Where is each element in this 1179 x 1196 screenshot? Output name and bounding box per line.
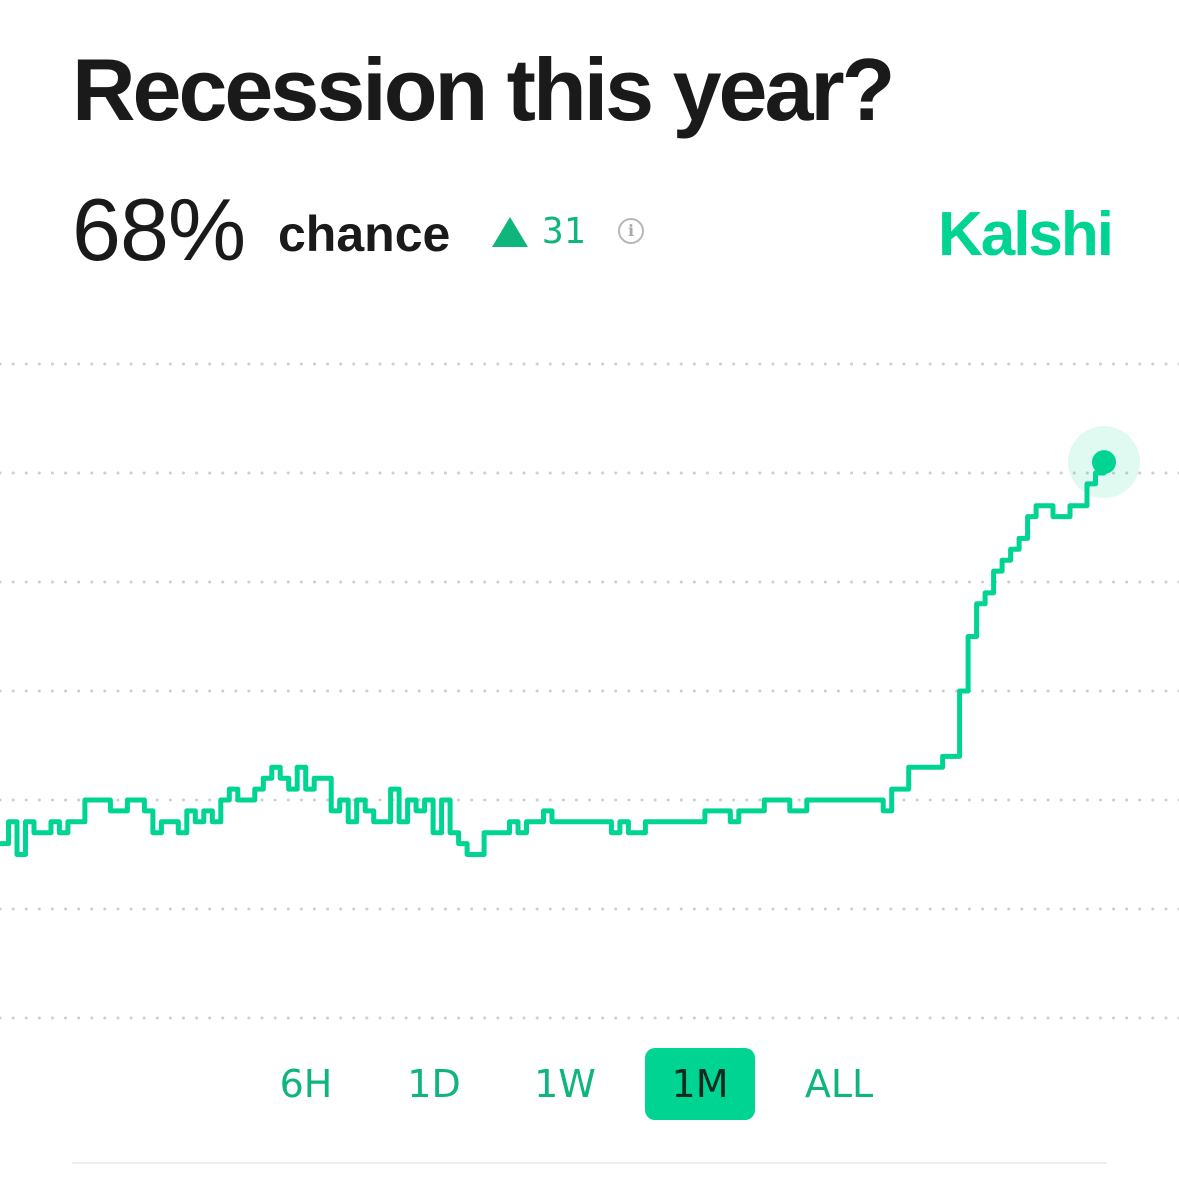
triangle-up-icon [492,217,528,247]
series-line [0,459,1107,857]
tab-all[interactable]: ALL [804,1062,874,1106]
probability-label: chance [278,206,451,262]
timeframe-tabs: 6H 1D 1W 1M ALL [0,1048,1179,1120]
latest-point [1092,450,1116,475]
probability-value: 68% [72,180,246,279]
probability-row: 68% chance 31 i Kalshi [72,180,1114,280]
change-value: 31 [542,211,586,252]
tab-6h[interactable]: 6H [279,1062,333,1106]
change-indicator: 31 [492,210,585,254]
tab-1d[interactable]: 1D [407,1062,461,1106]
brand-logo[interactable]: Kalshi [937,200,1114,269]
tab-1w[interactable]: 1W [534,1062,596,1106]
market-title: Recession this year? [72,40,895,139]
info-icon[interactable]: i [618,218,644,244]
probability-chart[interactable] [0,330,1179,1050]
tab-1m[interactable]: 1M [645,1048,755,1120]
section-divider [72,1162,1107,1164]
